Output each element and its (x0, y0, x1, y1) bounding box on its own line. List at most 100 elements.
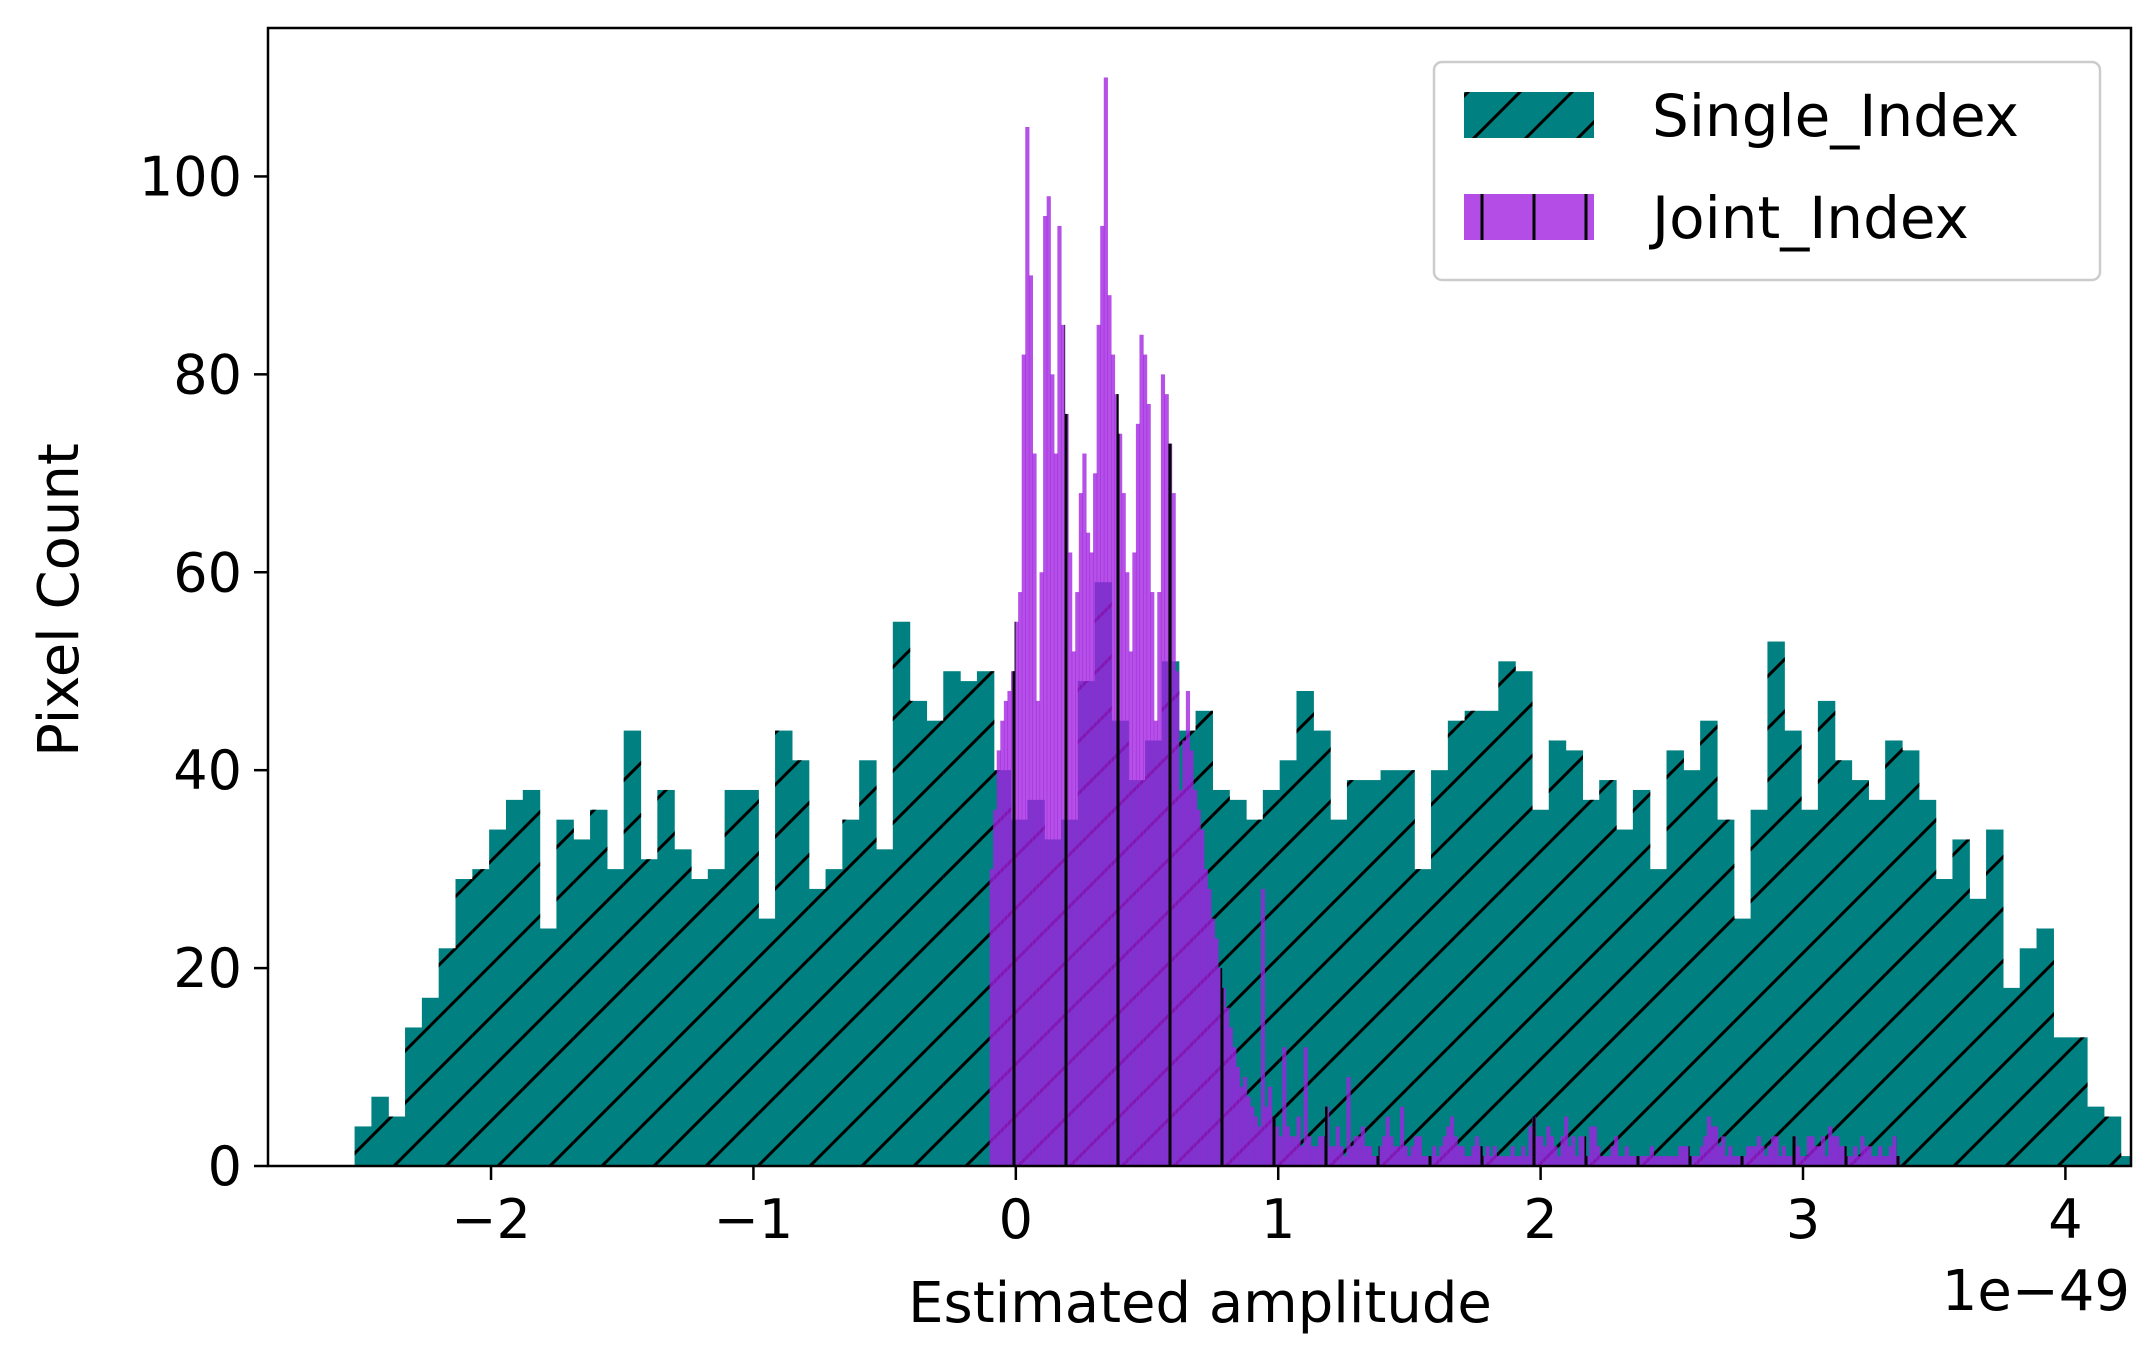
bar-hatch-joint-index (1507, 1156, 1512, 1166)
bar-hatch-joint-index (1578, 1136, 1583, 1166)
bar-hatch-joint-index (1382, 1136, 1387, 1166)
bar-hatch-joint-index (1118, 433, 1123, 1166)
bar-hatch-single-index (438, 948, 457, 1166)
y-tick-label: 40 (173, 739, 242, 802)
bar-hatch-joint-index (1674, 1156, 1679, 1166)
bar-hatch-joint-index (1496, 1156, 1501, 1166)
bar-hatch-joint-index (1831, 1136, 1836, 1166)
bar-hatch-joint-index (1753, 1146, 1758, 1166)
bar-hatch-joint-index (1196, 809, 1201, 1166)
bar-hatch-joint-index (1260, 888, 1265, 1166)
bar-hatch-joint-index (1610, 1146, 1615, 1166)
bar-hatch-joint-index (1521, 1146, 1526, 1166)
bar-hatch-joint-index (1289, 1136, 1294, 1166)
bar-hatch-joint-index (1367, 1146, 1373, 1166)
bar-hatch-joint-index (1414, 1136, 1419, 1166)
bar-hatch-joint-index (1524, 1156, 1530, 1166)
bar-hatch-joint-index (1581, 1136, 1587, 1166)
bar-hatch-joint-index (1567, 1146, 1572, 1166)
bar-hatch-single-index (758, 918, 776, 1166)
bar-hatch-single-index (1649, 869, 1668, 1166)
bar-hatch-single-index (1447, 720, 1466, 1166)
bar-hatch-joint-index (1396, 1146, 1401, 1166)
bar-hatch-joint-index (1053, 453, 1058, 1166)
bar-hatch-joint-index (1271, 1116, 1276, 1166)
bar-hatch-joint-index (1642, 1156, 1647, 1166)
bar-hatch-joint-index (1267, 1086, 1273, 1166)
bar-hatch-single-index (1296, 691, 1314, 1166)
bar-hatch-joint-index (1821, 1136, 1826, 1166)
bar-hatch-joint-index (1253, 1116, 1258, 1166)
bar-hatch-joint-index (1760, 1146, 1765, 1166)
bar-hatch-joint-index (1792, 1136, 1797, 1166)
bar-hatch-joint-index (1485, 1146, 1490, 1166)
bar-hatch-joint-index (1192, 789, 1198, 1166)
bar-hatch-single-index (2120, 1156, 2131, 1166)
bar-hatch-joint-index (1599, 1156, 1604, 1166)
bar-hatch-joint-index (1328, 1146, 1333, 1166)
bar-hatch-joint-index (989, 869, 994, 1166)
bar-hatch-joint-index (1068, 552, 1073, 1166)
bar-hatch-single-index (539, 928, 558, 1166)
bar-hatch-joint-index (1646, 1156, 1651, 1166)
bar-hatch-joint-index (1435, 1156, 1440, 1166)
bar-hatch-joint-index (1510, 1146, 1515, 1166)
bar-hatch-joint-index (1374, 1156, 1380, 1166)
bar-hatch-joint-index (1664, 1156, 1669, 1166)
bar-hatch-single-index (2019, 948, 2038, 1166)
legend-label-single-index: Single_Index (1652, 82, 2019, 150)
bar-hatch-single-index (1363, 780, 1382, 1166)
bar-hatch-joint-index (1517, 1156, 1522, 1166)
bar-hatch-joint-index (1060, 324, 1066, 1166)
bar-hatch-joint-index (1432, 1146, 1437, 1166)
bar-hatch-single-index (1313, 730, 1331, 1166)
bar-hatch-single-index (1851, 780, 1869, 1166)
bar-hatch-joint-index (1878, 1146, 1883, 1166)
bar-hatch-joint-index (1874, 1156, 1879, 1166)
bar-hatch-joint-index (1499, 1156, 1505, 1166)
bar-hatch-single-index (1380, 770, 1398, 1166)
bar-hatch-joint-index (1007, 691, 1012, 1166)
y-tick-label: 60 (173, 541, 242, 604)
bar-hatch-joint-index (1246, 1096, 1251, 1166)
bar-hatch-joint-index (1018, 592, 1023, 1166)
bar-hatch-joint-index (1803, 1156, 1808, 1166)
bar-hatch-joint-index (1474, 1136, 1480, 1166)
bar-hatch-joint-index (1806, 1136, 1811, 1166)
bar-hatch-single-index (455, 879, 473, 1166)
bar-hatch-joint-index (1853, 1146, 1858, 1166)
bar-hatch-joint-index (1592, 1126, 1597, 1166)
bar-hatch-joint-index (1107, 295, 1112, 1166)
bar-hatch-joint-index (1656, 1156, 1662, 1166)
bar-hatch-joint-index (1078, 493, 1083, 1166)
bar-hatch-joint-index (1781, 1146, 1786, 1166)
bar-hatch-joint-index (1785, 1156, 1790, 1166)
x-tick-label: 4 (2048, 1188, 2082, 1251)
bar-hatch-joint-index (1089, 552, 1094, 1166)
bar-hatch-joint-index (1685, 1146, 1690, 1166)
bar-hatch-single-index (791, 760, 810, 1166)
bar-hatch-joint-index (1214, 938, 1219, 1166)
bar-hatch-joint-index (1025, 126, 1030, 1166)
bar-hatch-joint-index (1574, 1156, 1579, 1166)
bar-hatch-joint-index (1275, 1126, 1280, 1166)
bar-hatch-joint-index (1532, 1116, 1537, 1166)
bar-hatch-joint-index (1603, 1156, 1608, 1166)
bar-hatch-joint-index (1460, 1146, 1465, 1166)
bar-hatch-joint-index (1471, 1146, 1476, 1166)
bar-hatch-single-index (1599, 780, 1617, 1166)
bar-hatch-joint-index (1399, 1106, 1405, 1166)
bar-hatch-joint-index (993, 809, 998, 1166)
bar-hatch-joint-index (1660, 1156, 1665, 1166)
bar-hatch-joint-index (1035, 700, 1041, 1166)
bar-hatch-joint-index (1128, 651, 1133, 1166)
bar-hatch-single-index (1952, 839, 1970, 1166)
bar-hatch-joint-index (1560, 1136, 1565, 1166)
bar-hatch-joint-index (1417, 1136, 1422, 1166)
bar-hatch-joint-index (1378, 1146, 1383, 1166)
bar-hatch-joint-index (1710, 1126, 1715, 1166)
bar-hatch-single-index (1414, 869, 1432, 1166)
bar-hatch-single-index (1817, 700, 1836, 1166)
bar-hatch-joint-index (1203, 869, 1208, 1166)
